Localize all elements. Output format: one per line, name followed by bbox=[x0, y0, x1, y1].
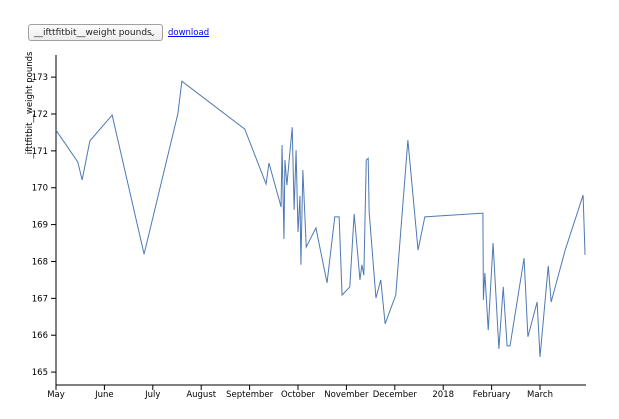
y-tick-label: 166 bbox=[32, 331, 48, 341]
x-tick-label: November bbox=[324, 390, 369, 400]
y-tick-label: 165 bbox=[32, 368, 48, 378]
y-tick-label: 169 bbox=[32, 221, 48, 231]
line bbox=[55, 80, 586, 358]
x-tick-label: March bbox=[527, 390, 553, 400]
y-tick-label: 167 bbox=[32, 294, 48, 304]
x-tick-label: December bbox=[373, 390, 418, 400]
x-tick-label: August bbox=[186, 390, 216, 400]
y-tick-label: 171 bbox=[32, 147, 48, 157]
y-axis-label: _ifttfitbit__weight pounds bbox=[25, 51, 35, 160]
x-tick-label: May bbox=[47, 390, 65, 400]
y-tick-label: 170 bbox=[32, 184, 48, 194]
x-tick-label: September bbox=[226, 390, 273, 400]
dropdown-text: __ifttfitbit__weight pounds bbox=[34, 28, 152, 38]
y-tick-label: 173 bbox=[32, 73, 48, 83]
y-tick-label: 172 bbox=[32, 110, 48, 120]
x-tick-label: June bbox=[94, 390, 114, 400]
caret: ⌄ bbox=[149, 29, 156, 38]
y-tick-label: 168 bbox=[32, 257, 48, 267]
x-tick-label: 2018 bbox=[432, 390, 454, 400]
download-link[interactable]: download bbox=[168, 28, 210, 38]
x-tick-label: October bbox=[281, 390, 316, 400]
dropdown[interactable]: __ifttfitbit__weight pounds ⌄ bbox=[28, 24, 163, 41]
x-tick-label: February bbox=[473, 390, 511, 400]
x-tick-label: July bbox=[144, 390, 160, 400]
